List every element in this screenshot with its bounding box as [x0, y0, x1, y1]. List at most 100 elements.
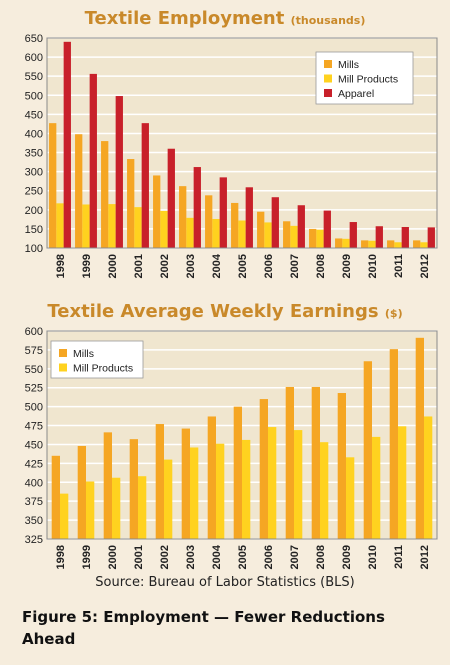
bar-mill-products: [82, 204, 90, 248]
y-tick-label: 200: [25, 205, 43, 217]
legend-label: Mills: [73, 348, 94, 360]
bar-mill-products: [238, 220, 246, 248]
y-tick-label: 500: [25, 90, 43, 102]
chart-2-title-text: Textile Average Weekly Earnings: [47, 301, 379, 322]
bar-apparel: [401, 227, 409, 248]
x-tick-label: 2007: [289, 545, 301, 569]
earnings-chart: 325 350 375 400 425 450 475 500 525 550 575 600 1998…: [25, 326, 438, 569]
legend-swatch: [324, 89, 332, 97]
bar-mills: [389, 349, 398, 539]
y-tick-label: 375: [25, 496, 43, 508]
bar-apparel: [375, 226, 383, 248]
legend-label: Mill Products: [73, 363, 133, 375]
x-tick-label: 1999: [81, 254, 93, 278]
bar-mill-products: [186, 217, 194, 248]
y-tick-label: 450: [25, 439, 43, 451]
x-tick-label: 2012: [419, 545, 431, 569]
bar-mill-products: [398, 426, 407, 539]
legend-box: [315, 51, 414, 105]
y-tick-label: 575: [25, 345, 43, 357]
bar-mills: [387, 240, 395, 248]
bar-mill-products: [212, 218, 220, 248]
bar-mill-products: [190, 447, 199, 539]
employment-chart: 100 150 200 250 300 350 400 450 500 550 600 650 1998…: [25, 33, 438, 278]
bar-mills: [207, 416, 216, 539]
x-tick-label: 2001: [133, 254, 145, 278]
bar-mill-products: [368, 240, 376, 248]
bar-apparel: [349, 222, 357, 248]
y-tick-label: 150: [25, 224, 43, 236]
bar-mills: [75, 134, 83, 248]
bar-mills: [335, 238, 343, 248]
y-tick-label: 325: [25, 534, 43, 546]
bar-mill-products: [342, 238, 350, 248]
x-tick-label: 2011: [393, 254, 405, 278]
x-tick-label: 2006: [263, 254, 275, 278]
x-tick-label: 2001: [133, 545, 145, 569]
legend-swatch: [324, 60, 332, 68]
bar-mill-products: [420, 242, 428, 248]
bar-mill-products: [86, 481, 95, 539]
bar-mill-products: [294, 430, 303, 539]
bar-mill-products: [134, 207, 142, 248]
legend-swatch: [59, 363, 67, 372]
bar-mill-products: [112, 477, 121, 539]
x-tick-label: 2000: [107, 545, 119, 569]
bar-apparel: [271, 197, 279, 248]
y-tick-label: 500: [25, 402, 43, 414]
bar-mills: [233, 406, 242, 539]
bar-mills: [259, 399, 268, 539]
x-tick-label: 1998: [55, 545, 67, 569]
plot-frame: [46, 37, 438, 249]
bar-apparel: [141, 123, 149, 248]
bar-apparel: [115, 96, 123, 248]
x-tick-label: 2009: [341, 545, 353, 569]
x-tick-label: 2012: [419, 254, 431, 278]
source-note: Source: Bureau of Labor Statistics (BLS): [95, 575, 355, 590]
x-tick-label: 2005: [237, 545, 249, 569]
bar-mill-products: [372, 436, 381, 539]
y-tick-label: 550: [25, 364, 43, 376]
bar-mills: [103, 432, 112, 539]
legend-swatch: [59, 349, 67, 357]
x-tick-label: 2002: [159, 545, 171, 569]
bar-mills: [285, 386, 294, 539]
chart-1-title-text: Textile Employment: [84, 8, 285, 29]
y-tick-label: 250: [25, 186, 43, 198]
figure-panel: Textile Employment (thousands) 100 150 200…: [10, 2, 440, 600]
bar-mill-products: [216, 443, 225, 539]
bar-apparel: [193, 167, 201, 248]
bar-mills: [49, 123, 57, 248]
x-tick-label: 2004: [211, 253, 223, 278]
bar-apparel: [89, 73, 97, 249]
bar-mills: [363, 361, 372, 539]
chart-2-title-unit: ($): [384, 307, 403, 320]
legend-label: Mill Products: [338, 74, 398, 86]
bar-mills: [153, 175, 161, 248]
bar-mill-products: [424, 416, 433, 539]
x-tick-label: 2003: [185, 254, 197, 278]
x-tick-label: 2009: [341, 254, 353, 278]
bar-mill-products: [316, 229, 324, 248]
x-tick-label: 2007: [289, 254, 301, 278]
bar-mills: [155, 424, 164, 539]
y-tick-label: 400: [25, 128, 43, 140]
y-tick-label: 350: [25, 148, 43, 160]
x-tick-label: 2008: [315, 545, 327, 569]
y-tick-label: 400: [25, 477, 43, 489]
bar-mill-products: [56, 203, 64, 248]
bar-mill-products: [346, 457, 355, 539]
bar-apparel: [63, 41, 71, 249]
bar-apparel: [297, 205, 305, 248]
y-tick-label: 600: [25, 326, 43, 338]
x-tick-label: 2000: [107, 254, 119, 278]
bar-mills: [309, 228, 317, 248]
figure-caption: Figure 5: Employment — Fewer Reductions …: [22, 608, 385, 648]
bar-apparel: [167, 148, 175, 248]
bar-apparel: [219, 177, 227, 248]
y-tick-label: 425: [25, 458, 43, 470]
bar-mill-products: [242, 439, 251, 539]
bar-mills: [127, 159, 135, 248]
bar-mills: [257, 211, 265, 248]
legend-label: Mills: [338, 59, 359, 71]
